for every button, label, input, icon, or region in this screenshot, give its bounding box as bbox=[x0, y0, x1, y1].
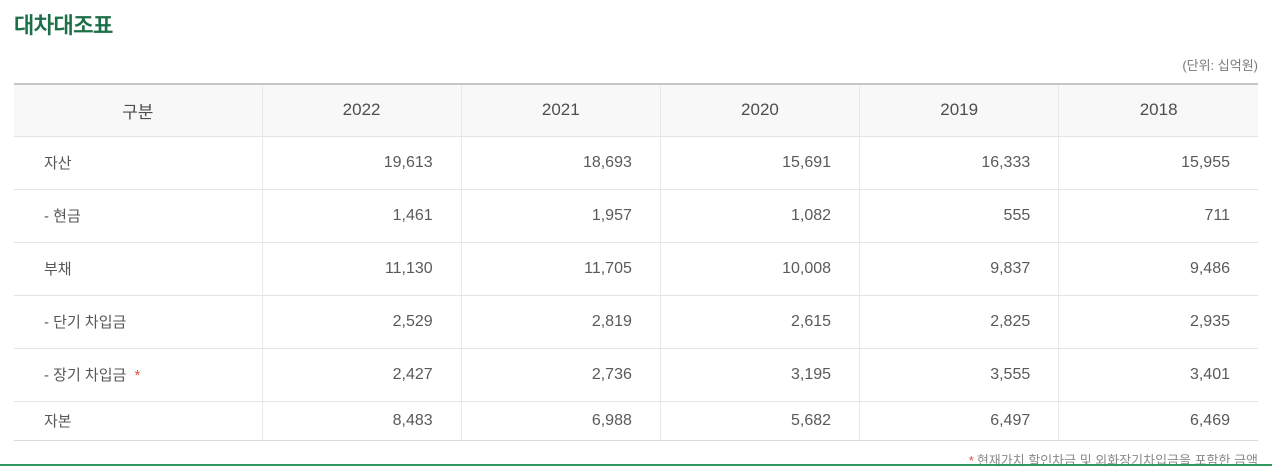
cell-value: 6,469 bbox=[1058, 401, 1258, 441]
cell-value: 9,837 bbox=[859, 242, 1059, 296]
column-header-category: 구분 bbox=[14, 84, 262, 137]
cell-value: 15,955 bbox=[1058, 136, 1258, 190]
column-header-2019: 2019 bbox=[859, 84, 1059, 137]
cell-value: 18,693 bbox=[460, 136, 661, 190]
cell-value: 11,130 bbox=[261, 242, 462, 296]
column-header-2020: 2020 bbox=[659, 84, 860, 137]
page-title: 대차대조표 bbox=[14, 13, 113, 38]
cell-value: 711 bbox=[1058, 189, 1258, 243]
table-row-short-term-borrowings: - 단기 차입금 2,529 2,819 2,615 2,825 2,935 bbox=[14, 295, 1258, 349]
row-label: 부채 bbox=[14, 242, 262, 296]
cell-value: 19,613 bbox=[261, 136, 462, 190]
cell-value: 3,555 bbox=[859, 348, 1059, 402]
asterisk-marker: * bbox=[134, 367, 141, 384]
footnote: * 현재가치 할인차금 및 외화장기차입금을 포함한 금액 bbox=[14, 450, 1258, 469]
section-divider bbox=[0, 464, 1272, 466]
row-label: - 단기 차입금 bbox=[14, 295, 262, 349]
cell-value: 2,819 bbox=[460, 295, 661, 349]
balance-sheet-table: 구분 2022 2021 2020 2019 2018 자산 19,613 18… bbox=[14, 83, 1258, 441]
cell-value: 2,529 bbox=[261, 295, 462, 349]
cell-value: 8,483 bbox=[261, 401, 462, 441]
cell-value: 10,008 bbox=[659, 242, 860, 296]
cell-value: 6,497 bbox=[859, 401, 1059, 441]
cell-value: 1,082 bbox=[659, 189, 860, 243]
table-row-assets: 자산 19,613 18,693 15,691 16,333 15,955 bbox=[14, 136, 1258, 190]
table-row-cash: - 현금 1,461 1,957 1,082 555 711 bbox=[14, 189, 1258, 243]
cell-value: 6,988 bbox=[460, 401, 661, 441]
cell-value: 2,736 bbox=[460, 348, 661, 402]
row-label: - 현금 bbox=[14, 189, 262, 243]
cell-value: 3,401 bbox=[1058, 348, 1258, 402]
footnote-text: 현재가치 할인차금 및 외화장기차입금을 포함한 금액 bbox=[976, 452, 1258, 468]
cell-value: 1,957 bbox=[460, 189, 661, 243]
asterisk-marker: * bbox=[968, 452, 974, 468]
cell-value: 1,461 bbox=[261, 189, 462, 243]
cell-value: 5,682 bbox=[659, 401, 860, 441]
row-label: - 장기 차입금 * bbox=[14, 348, 262, 402]
unit-label: (단위: 십억원) bbox=[1182, 58, 1258, 73]
column-header-2018: 2018 bbox=[1058, 84, 1258, 137]
row-label-text: - 장기 차입금 bbox=[44, 367, 127, 384]
cell-value: 2,427 bbox=[261, 348, 462, 402]
cell-value: 9,486 bbox=[1058, 242, 1258, 296]
cell-value: 15,691 bbox=[659, 136, 860, 190]
cell-value: 2,935 bbox=[1058, 295, 1258, 349]
column-header-2021: 2021 bbox=[460, 84, 661, 137]
row-label: 자산 bbox=[14, 136, 262, 190]
cell-value: 3,195 bbox=[659, 348, 860, 402]
column-header-2022: 2022 bbox=[261, 84, 462, 137]
table-row-equity: 자본 8,483 6,988 5,682 6,497 6,469 bbox=[14, 401, 1258, 441]
cell-value: 2,825 bbox=[859, 295, 1059, 349]
table-row-liabilities: 부채 11,130 11,705 10,008 9,837 9,486 bbox=[14, 242, 1258, 296]
row-label: 자본 bbox=[14, 401, 262, 441]
cell-value: 16,333 bbox=[859, 136, 1059, 190]
table-header-row: 구분 2022 2021 2020 2019 2018 bbox=[14, 84, 1258, 137]
cell-value: 2,615 bbox=[659, 295, 860, 349]
cell-value: 11,705 bbox=[460, 242, 661, 296]
table-row-long-term-borrowings: - 장기 차입금 * 2,427 2,736 3,195 3,555 3,401 bbox=[14, 348, 1258, 402]
cell-value: 555 bbox=[859, 189, 1059, 243]
